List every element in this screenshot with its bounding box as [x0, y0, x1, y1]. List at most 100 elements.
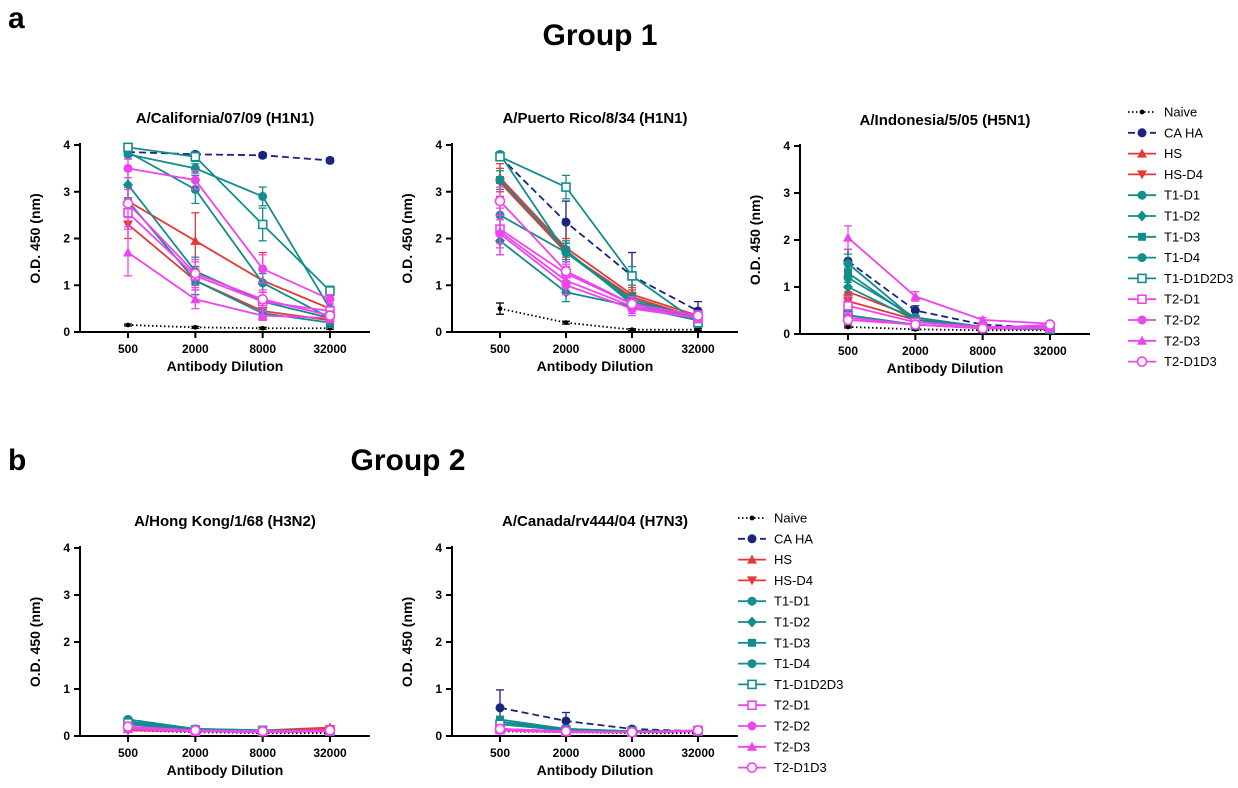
x-tick-label: 2000 — [553, 342, 580, 356]
y-tick-label: 3 — [63, 588, 70, 602]
legend-marker — [1137, 315, 1147, 325]
series-t2-d1d3 — [494, 186, 704, 321]
legend-label: T2-D3 — [1164, 333, 1200, 348]
legend-marker — [1137, 273, 1147, 284]
legend-item-t1-d2: T1-D2 — [738, 615, 810, 630]
data-point — [561, 716, 571, 726]
legend-label: T1-D2 — [1164, 209, 1200, 224]
chart-title: A/Hong Kong/1/68 (H3N2) — [134, 513, 316, 530]
data-point — [495, 226, 505, 236]
data-point — [494, 195, 506, 207]
series-line — [127, 728, 331, 734]
legend-label: T1-D1 — [1164, 188, 1200, 203]
legend-label: HS — [1164, 146, 1182, 161]
data-point — [257, 293, 268, 305]
data-point — [845, 324, 851, 330]
legend-label: Naive — [1164, 105, 1197, 120]
data-point — [629, 327, 635, 333]
legend-item-t1-d2: T1-D2 — [1128, 209, 1200, 224]
legend-marker — [747, 534, 757, 544]
x-tick-label: 32000 — [1033, 344, 1067, 358]
x-tick-label: 32000 — [681, 746, 715, 760]
data-point — [257, 725, 268, 737]
y-tick-label: 4 — [435, 138, 442, 152]
legend-marker — [747, 576, 757, 586]
series-t2-d3 — [495, 207, 703, 324]
legend-item-t1-d1d2d3: T1-D1D2D3 — [738, 677, 843, 692]
x-tick-label: 8000 — [969, 344, 996, 358]
legend-marker — [747, 554, 757, 564]
legend-marker — [1139, 109, 1145, 115]
y-tick-label: 2 — [783, 233, 790, 247]
series-line — [499, 181, 699, 319]
y-axis-label: O.D. 450 (nm) — [747, 195, 763, 285]
legend-item-ca-ha: CA HA — [738, 531, 813, 546]
y-tick-label: 1 — [63, 682, 70, 696]
x-tick-label: 500 — [118, 342, 138, 356]
y-tick-label: 1 — [435, 278, 442, 292]
legend-label: CA HA — [1164, 125, 1203, 140]
series-naive — [496, 302, 702, 333]
legend-marker — [1137, 148, 1147, 158]
legend-label: T1-D1 — [774, 594, 810, 609]
data-point — [695, 327, 701, 333]
data-point — [561, 248, 571, 258]
data-point — [190, 268, 201, 279]
series-naive — [124, 322, 334, 331]
legend-label: HS-D4 — [774, 573, 813, 588]
x-tick-label: 8000 — [249, 342, 276, 356]
series-t1-d2 — [495, 718, 703, 737]
legend-marker — [747, 596, 757, 606]
series-line — [127, 202, 331, 317]
x-tick-label: 2000 — [553, 746, 580, 760]
data-point — [258, 191, 268, 201]
series-line — [499, 230, 699, 319]
legend-label: T2-D1 — [1164, 292, 1200, 307]
series-t2-d1d3 — [122, 188, 336, 321]
legend-label: T1-D4 — [774, 656, 810, 671]
series-line — [499, 706, 699, 733]
legend-marker — [746, 762, 758, 773]
series-line — [127, 251, 331, 319]
series-line — [499, 155, 699, 324]
series-line — [127, 146, 331, 292]
data-point — [495, 703, 505, 713]
data-point — [192, 324, 198, 330]
series-line — [127, 167, 331, 301]
data-point — [563, 320, 569, 326]
legend-item-t1-d4: T1-D4 — [738, 656, 810, 671]
legend-item-hs-d4: HS-D4 — [1128, 167, 1203, 182]
data-point — [910, 319, 921, 330]
data-point — [190, 725, 201, 736]
y-tick-label: 0 — [783, 327, 790, 341]
legend-label: T1-D1D2D3 — [774, 677, 843, 692]
chart-title: A/Canada/rv444/04 (H7N3) — [502, 513, 688, 530]
legend-label: T2-D1D3 — [774, 760, 827, 775]
panel-letter-b: b — [8, 444, 26, 477]
y-tick-label: 1 — [435, 682, 442, 696]
y-tick-label: 2 — [63, 635, 70, 649]
data-point — [325, 286, 335, 296]
legend-item-t2-d1d3: T2-D1D3 — [738, 760, 827, 775]
data-point — [843, 232, 853, 242]
legend-marker — [1137, 253, 1147, 263]
data-point — [561, 217, 571, 227]
legend-marker — [1137, 128, 1147, 138]
y-tick-label: 3 — [783, 186, 790, 200]
series-line — [127, 725, 331, 733]
legend-item-t2-d3: T2-D3 — [1128, 333, 1200, 348]
series-line — [127, 223, 331, 322]
series-ca-ha — [495, 689, 703, 736]
x-axis-label: Antibody Dilution — [167, 762, 284, 778]
y-axis-label: O.D. 450 (nm) — [399, 597, 415, 687]
legend-marker — [1137, 170, 1147, 180]
series-line — [127, 200, 331, 324]
series-line — [847, 326, 1050, 332]
y-tick-label: 1 — [63, 278, 70, 292]
chart-hong-kong: A/Hong Kong/1/68 (H3N2) 0 1 2 3 4 500 2000 8000 3… — [27, 513, 370, 778]
data-point — [324, 310, 336, 321]
data-point — [843, 300, 853, 311]
y-axis-label: O.D. 450 (nm) — [27, 193, 43, 283]
series-line — [499, 214, 699, 319]
